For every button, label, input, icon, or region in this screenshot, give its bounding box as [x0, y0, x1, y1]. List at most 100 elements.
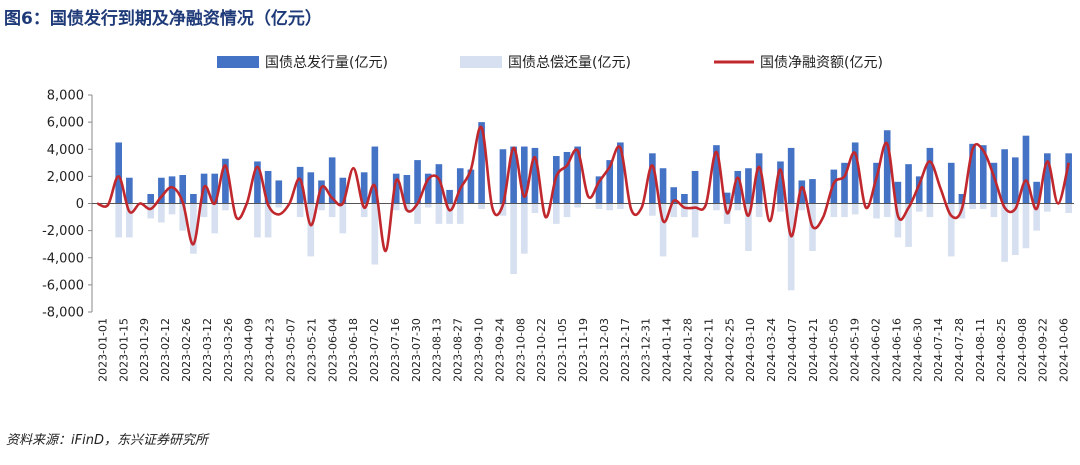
issuance-bar	[883, 130, 891, 204]
issuance-bar	[446, 189, 453, 204]
x-tick-label: 2024-07-28	[953, 318, 966, 382]
legend-swatch-0	[217, 56, 259, 68]
repayment-bar	[510, 203, 517, 275]
x-tick-label: 2023-02-26	[180, 318, 193, 382]
x-tick-label: 2024-04-21	[807, 318, 820, 382]
issuance-bar	[670, 187, 678, 204]
issuance-bar	[681, 194, 688, 204]
issuance-bar	[755, 153, 763, 204]
y-tick-label: 8,000	[47, 89, 84, 104]
repayment-bar	[798, 203, 806, 211]
repayment-bar	[830, 203, 838, 218]
issuance-bar	[649, 153, 656, 204]
issuance-bar	[296, 166, 304, 204]
issuance-bar	[809, 179, 816, 204]
repayment-bar	[755, 203, 763, 218]
repayment-bar	[456, 203, 464, 224]
issuance-bar	[606, 160, 613, 204]
x-tick-label: 2023-11-19	[577, 318, 590, 382]
repayment-bar	[787, 203, 795, 291]
x-tick-label: 2024-10-06	[1058, 318, 1071, 382]
issuance-bar	[691, 170, 699, 204]
repayment-bar	[371, 203, 379, 265]
repayment-bars	[115, 203, 1072, 291]
issuance-bar	[307, 172, 315, 204]
repayment-bar	[649, 203, 656, 216]
repayment-bar	[264, 203, 272, 238]
issuance-bar	[158, 177, 165, 204]
issuance-bar	[403, 175, 411, 204]
repayment-bar	[905, 203, 912, 247]
chart-legend: 国债总发行量(亿元) 国债总偿还量(亿元) 国债净融资额(亿元)	[217, 55, 883, 71]
issuance-bar	[328, 157, 336, 204]
repayment-bar	[1065, 203, 1072, 213]
x-tick-label: 2023-07-30	[410, 318, 423, 382]
issuance-bar	[905, 164, 912, 204]
repayment-bar	[147, 203, 155, 219]
repayment-bar	[969, 203, 976, 209]
issuance-bar	[787, 147, 795, 204]
issuance-bar	[574, 146, 581, 204]
issuance-bar	[392, 173, 400, 204]
repayment-bar	[659, 203, 667, 257]
x-tick-label: 2024-05-19	[849, 318, 862, 382]
x-tick-label: 2023-06-04	[326, 318, 339, 382]
issuance-bar	[424, 173, 432, 204]
issuance-bar	[126, 177, 133, 204]
repayment-bar	[670, 203, 678, 218]
repayment-bar	[915, 203, 923, 212]
net-financing-line-group	[96, 125, 1070, 253]
issuance-bar	[467, 169, 475, 204]
issuance-bar	[1022, 135, 1030, 204]
x-tick-label: 2023-04-09	[243, 318, 256, 382]
x-tick-label: 2023-07-16	[389, 318, 402, 382]
issuance-bar	[211, 173, 219, 204]
y-axis: 8,000 6,000 4,000 2,000 0 -2,000 -4,000 -6,000 -…	[42, 89, 93, 321]
issuance-bar	[1011, 157, 1019, 204]
issuance-bar	[798, 180, 806, 204]
issuance-bar	[873, 162, 880, 204]
issuance-bar	[659, 168, 667, 204]
repayment-bar	[275, 203, 283, 208]
net-financing-line	[96, 125, 1070, 253]
repayment-bar	[126, 203, 133, 238]
x-tick-label: 2024-05-05	[828, 318, 841, 382]
repayment-bar	[254, 203, 261, 238]
repayment-bar	[851, 203, 859, 215]
x-tick-label: 2023-09-24	[493, 318, 506, 382]
issuance-bar	[617, 142, 624, 204]
issuance-bar	[723, 192, 731, 204]
issuance-bar	[435, 164, 443, 204]
y-tick-label: 4,000	[47, 143, 84, 158]
repayment-bar	[574, 203, 581, 208]
issuance-bar	[1033, 181, 1040, 204]
issuance-bar	[147, 194, 155, 204]
repayment-bar	[1011, 203, 1019, 256]
issuance-bar	[456, 168, 464, 204]
legend-label-2: 国债净融资额(亿元)	[760, 55, 883, 71]
repayment-bar	[1001, 203, 1008, 262]
repayment-bar	[328, 203, 336, 218]
x-axis-labels: 2023-01-01 2023-01-15 2023-01-29 2023-02-12…	[96, 318, 1070, 382]
x-tick-label: 2023-06-18	[347, 318, 360, 382]
issuance-bar	[510, 146, 517, 204]
issuance-bar	[926, 147, 934, 204]
repayment-bar	[947, 203, 955, 257]
repayment-bar	[339, 203, 347, 234]
repayment-bar	[595, 203, 603, 209]
repayment-bar	[713, 203, 720, 211]
issuance-bar	[318, 180, 325, 204]
issuance-bar	[360, 172, 368, 204]
issuance-bar	[841, 162, 848, 204]
legend-label-1: 国债总偿还量(亿元)	[508, 55, 631, 71]
issuance-bar	[1001, 149, 1008, 204]
repayment-bar	[990, 203, 998, 218]
repayment-bar	[424, 203, 432, 208]
x-tick-label: 2024-07-14	[932, 318, 945, 382]
legend-swatch-1	[460, 56, 502, 68]
repayment-bar	[734, 203, 742, 211]
repayment-bar	[296, 203, 304, 218]
issuance-bar	[958, 194, 966, 204]
issuance-bar	[915, 176, 923, 204]
x-tick-label: 2024-08-11	[974, 318, 987, 382]
